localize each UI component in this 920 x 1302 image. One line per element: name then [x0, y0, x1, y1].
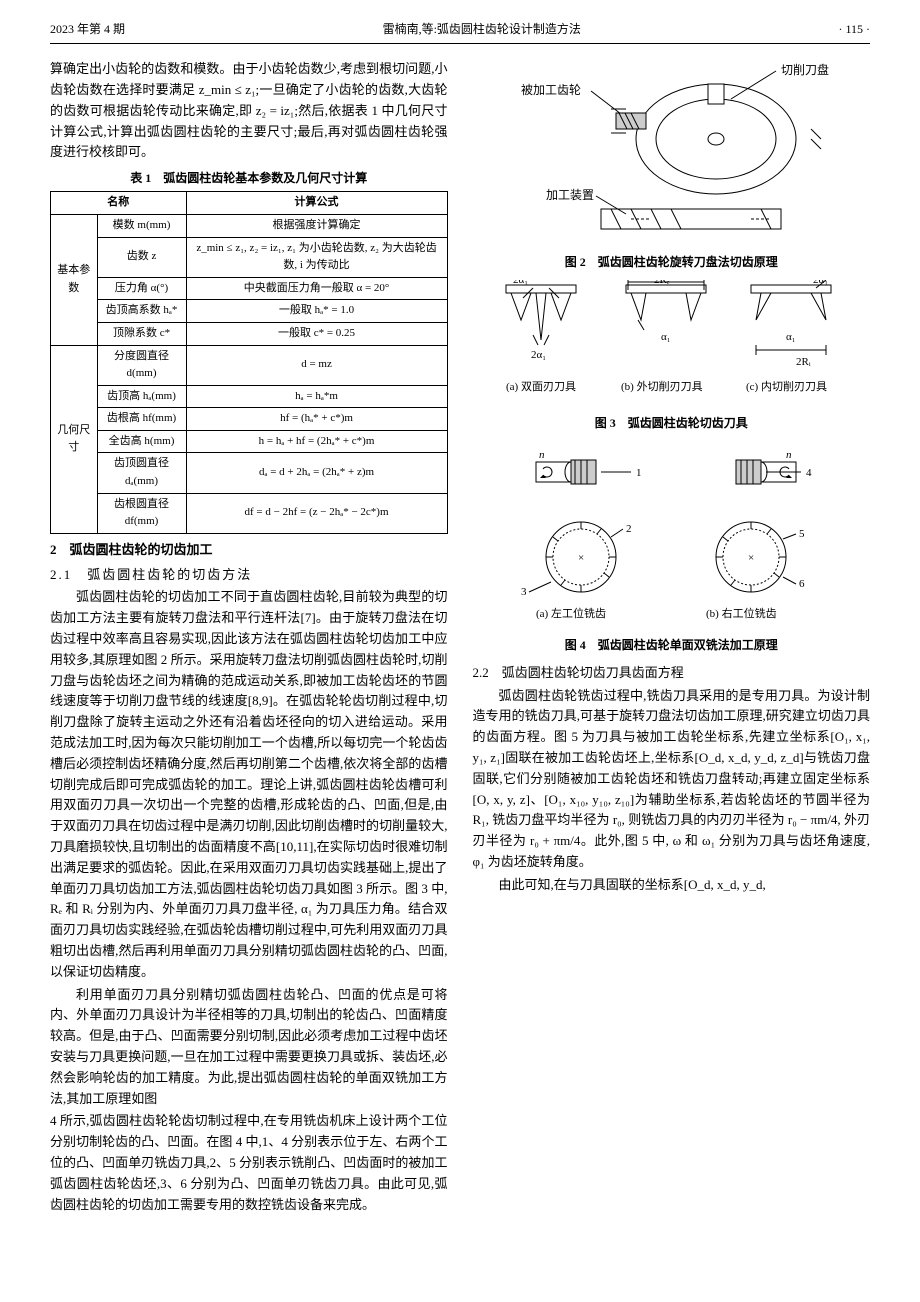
paragraph-1: 算确定出小齿轮的齿数和模数。由于小齿轮齿数少,考虑到根切问题,小齿轮齿数在选择时… [50, 59, 448, 163]
svg-text:α₁: α₁ [661, 331, 671, 343]
r7-name: 齿根高 hf(mm) [97, 408, 186, 431]
r10-formula: df = d − 2hf = (z − 2hₐ* − 2c*)m [186, 493, 447, 533]
th-name: 名称 [51, 192, 187, 215]
header-left: 2023 年第 4 期 [50, 20, 125, 39]
th-formula: 计算公式 [186, 192, 447, 215]
paragraph-5: 弧齿圆柱齿轮铣齿过程中,铣齿刀具采用的是专用刀具。为设计制造专用的铣齿刀具,可基… [473, 686, 871, 873]
sub21-heading: 2.1 弧齿圆柱齿轮的切齿方法 [50, 565, 448, 586]
header-right: · 115 · [838, 20, 870, 39]
r3-name: 齿顶高系数 hₐ* [97, 300, 186, 323]
svg-text:2Rₑ: 2Rₑ [654, 280, 670, 286]
paragraph-4: 4 所示,弧齿圆柱齿轮轮齿切制过程中,在专用铣齿机床上设计两个工位分别切制轮齿的… [50, 1111, 448, 1215]
paragraph-6: 由此可知,在与刀具固联的坐标系[O_d, x_d, y_d, [473, 875, 871, 896]
figure-2: 切削刀盘 被加工齿轮 加工装置 [473, 59, 871, 272]
r1-name: 齿数 z [97, 237, 186, 277]
svg-text:2Rᵢ: 2Rᵢ [796, 356, 811, 368]
r2-name: 压力角 α(°) [97, 277, 186, 300]
svg-text:2α₁: 2α₁ [531, 349, 546, 361]
fig2-caption: 图 2 弧齿圆柱齿轮旋转刀盘法切齿原理 [473, 253, 871, 272]
fig4-caption: 图 4 弧齿圆柱齿轮单面双铣法加工原理 [473, 636, 871, 655]
r10-name: 齿根圆直径 df(mm) [97, 493, 186, 533]
svg-text:α₁: α₁ [786, 331, 796, 343]
r0-formula: 根据强度计算确定 [186, 214, 447, 237]
paragraph-3: 利用单面刃刀具分别精切弧齿圆柱齿轮凸、凹面的优点是可将内、外单面刃刀具设计为半径… [50, 985, 448, 1110]
figure-3: 2α₁ 2α₁ 2Rₑ α₁ 2α₁ [473, 280, 871, 433]
svg-text:×: × [578, 552, 584, 564]
svg-text:×: × [748, 552, 754, 564]
r5-formula: d = mz [186, 345, 447, 385]
svg-text:6: 6 [799, 578, 805, 590]
fig3-sub-c: (c) 内切削刃刀具 [746, 379, 827, 393]
r5-name: 分度圆直径 d(mm) [97, 345, 186, 385]
fig4-sub-b: (b) 右工位铣齿 [706, 606, 777, 620]
group-a: 基本参数 [51, 214, 98, 345]
sub22-heading: 2.2 弧齿圆柱齿轮切齿刀具齿面方程 [473, 663, 871, 684]
r2-formula: 中央截面压力角一般取 α = 20° [186, 277, 447, 300]
fig2-label-gear: 被加工齿轮 [521, 83, 581, 97]
fig2-label-cutter: 切削刀盘 [781, 62, 829, 77]
fig3-sub-a: (a) 双面刃刀具 [506, 380, 576, 393]
r8-formula: h = hₐ + hf = (2hₐ* + c*)m [186, 430, 447, 453]
section2-heading: 2 弧齿圆柱齿轮的切齿加工 [50, 540, 448, 561]
svg-text:2α₁: 2α₁ [513, 280, 528, 286]
r4-name: 顶隙系数 c* [97, 322, 186, 345]
r9-formula: dₐ = d + 2hₐ = (2hₐ* + z)m [186, 453, 447, 493]
fig3-sub-b: (b) 外切削刃刀具 [621, 379, 703, 393]
r6-name: 齿顶高 hₐ(mm) [97, 385, 186, 408]
svg-text:4: 4 [806, 467, 812, 479]
r7-formula: hf = (hₐ* + c*)m [186, 408, 447, 431]
r6-formula: hₐ = hₐ*m [186, 385, 447, 408]
svg-text:1: 1 [636, 467, 642, 479]
svg-text:n: n [539, 449, 545, 461]
page-header: 2023 年第 4 期 雷楠南,等:弧齿圆柱齿轮设计制造方法 · 115 · [50, 20, 870, 44]
svg-text:n: n [786, 449, 792, 461]
svg-text:3: 3 [521, 586, 527, 598]
table1-title: 表 1 弧齿圆柱齿轮基本参数及几何尺寸计算 [50, 169, 448, 188]
svg-text:5: 5 [799, 528, 805, 540]
r8-name: 全齿高 h(mm) [97, 430, 186, 453]
r9-name: 齿顶圆直径 dₐ(mm) [97, 453, 186, 493]
r1-formula: z_min ≤ z₁, z₂ = iz₁, z₁ 为小齿轮齿数, z₂ 为大齿轮… [186, 237, 447, 277]
fig3-caption: 图 3 弧齿圆柱齿轮切齿刀具 [473, 414, 871, 433]
r0-name: 模数 m(mm) [97, 214, 186, 237]
r3-formula: 一般取 hₐ* = 1.0 [186, 300, 447, 323]
svg-text:2: 2 [626, 523, 632, 535]
group-b: 几何尺寸 [51, 345, 98, 533]
paragraph-2: 弧齿圆柱齿轮的切齿加工不同于直齿圆柱齿轮,目前较为典型的切齿加工方法主要有旋转刀… [50, 587, 448, 982]
fig2-label-device: 加工装置 [546, 188, 594, 202]
header-center: 雷楠南,等:弧齿圆柱齿轮设计制造方法 [383, 20, 581, 39]
r4-formula: 一般取 c* = 0.25 [186, 322, 447, 345]
svg-text:2α₁: 2α₁ [813, 280, 828, 286]
table1: 名称 计算公式 基本参数 模数 m(mm) 根据强度计算确定 齿数 zz_min… [50, 191, 448, 534]
figure-4: n 1 n 4 [473, 442, 871, 655]
fig4-sub-a: (a) 左工位铣齿 [536, 606, 606, 620]
page-content: 算确定出小齿轮的齿数和模数。由于小齿轮齿数少,考虑到根切问题,小齿轮齿数在选择时… [50, 59, 870, 1239]
